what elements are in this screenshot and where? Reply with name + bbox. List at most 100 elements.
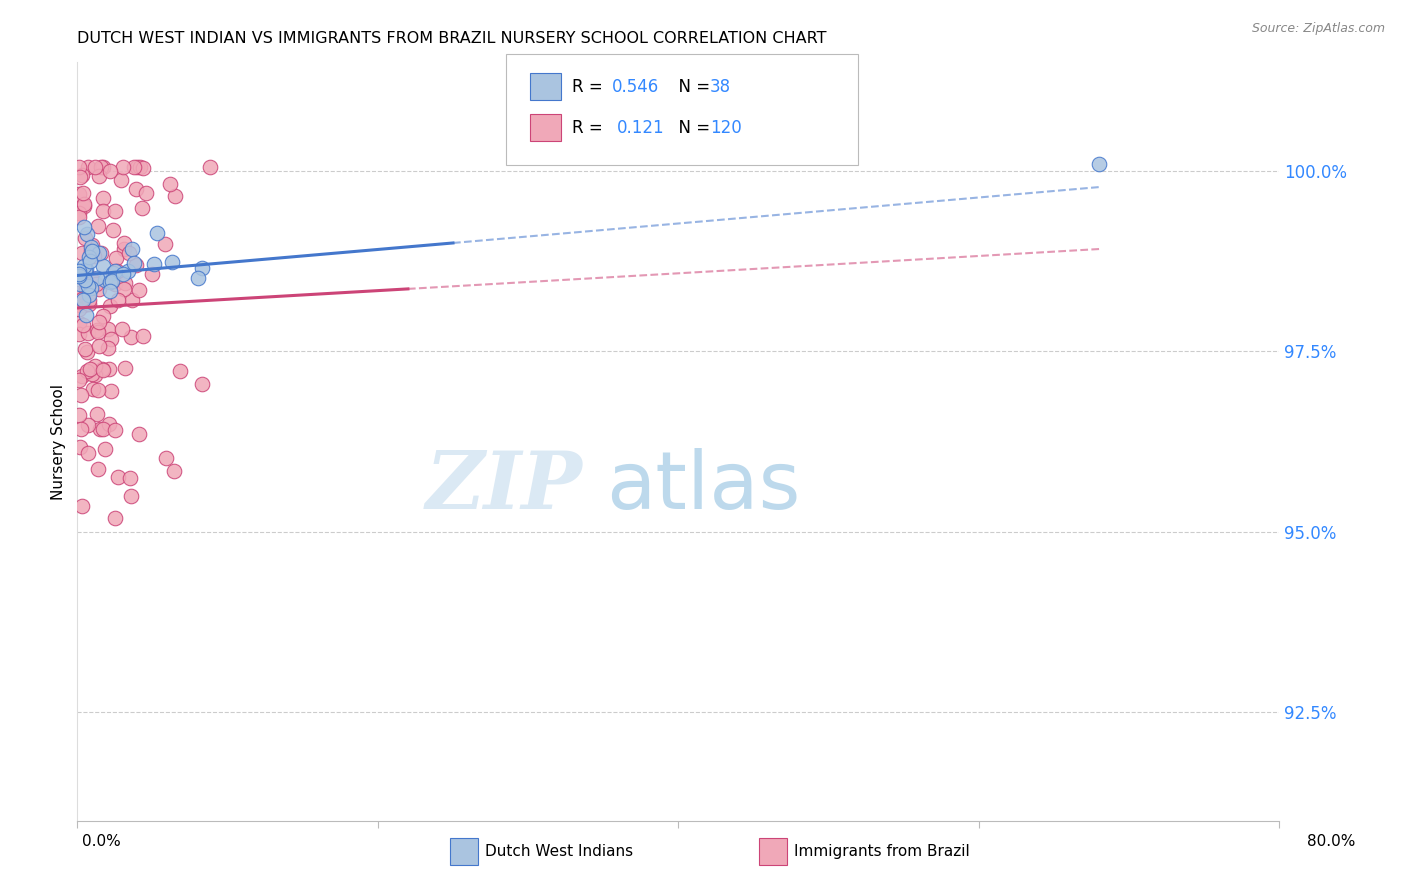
Point: [76, 345, 98, 359]
Point: [86, 271, 108, 285]
Point: [131, 201, 153, 215]
Text: ZIP: ZIP: [426, 449, 582, 525]
Point: [76, 326, 98, 341]
Point: [120, 329, 142, 343]
Point: [104, 277, 127, 292]
Point: [141, 267, 163, 281]
Point: [89, 339, 111, 353]
Text: 0.546: 0.546: [612, 78, 659, 95]
Point: [76, 227, 98, 242]
Point: [98, 417, 121, 431]
Point: [114, 277, 136, 291]
Point: [67, 326, 90, 341]
Point: [100, 384, 122, 398]
Text: 80.0%: 80.0%: [1308, 834, 1355, 848]
Text: atlas: atlas: [606, 448, 800, 526]
Point: [77, 279, 100, 293]
Point: [73, 231, 96, 245]
Point: [69, 421, 91, 435]
Point: [1088, 156, 1111, 170]
Point: [120, 490, 142, 504]
Text: Immigrants from Brazil: Immigrants from Brazil: [794, 845, 970, 859]
Point: [160, 255, 183, 269]
Point: [73, 199, 96, 213]
Point: [104, 423, 127, 437]
Point: [82, 244, 104, 258]
Point: [122, 160, 145, 174]
Point: [73, 197, 96, 211]
Point: [91, 422, 114, 436]
Point: [111, 267, 134, 281]
Point: [105, 252, 128, 266]
Point: [79, 271, 101, 285]
Point: [163, 464, 186, 478]
Point: [128, 426, 150, 441]
Point: [93, 309, 115, 323]
Point: [97, 322, 120, 336]
Text: R =: R =: [572, 119, 613, 136]
Point: [87, 383, 110, 397]
Point: [112, 282, 135, 296]
Text: 38: 38: [710, 78, 731, 95]
Point: [72, 186, 94, 201]
Point: [104, 204, 127, 219]
Point: [153, 237, 176, 252]
Point: [90, 160, 112, 174]
Text: 0.121: 0.121: [617, 119, 665, 136]
Point: [125, 182, 148, 196]
Point: [93, 442, 115, 456]
Point: [82, 367, 104, 381]
Text: 120: 120: [710, 119, 742, 136]
Point: [110, 173, 132, 187]
Point: [103, 264, 125, 278]
Point: [87, 314, 110, 328]
Point: [75, 282, 97, 296]
Point: [101, 266, 124, 280]
Text: N =: N =: [668, 78, 716, 95]
Point: [73, 219, 96, 234]
Point: [87, 462, 110, 476]
Point: [79, 250, 101, 264]
Point: [86, 323, 108, 337]
Point: [73, 298, 96, 312]
Point: [91, 160, 114, 174]
Point: [69, 440, 91, 454]
Point: [84, 160, 107, 174]
Point: [75, 263, 97, 277]
Point: [77, 446, 100, 460]
Point: [100, 274, 122, 288]
Point: [125, 258, 148, 272]
Point: [97, 341, 120, 355]
Point: [159, 177, 181, 191]
Point: [76, 364, 98, 378]
Point: [111, 322, 134, 336]
Point: [83, 249, 105, 263]
Point: [112, 160, 135, 174]
Point: [75, 308, 97, 322]
Point: [86, 407, 108, 421]
Point: [89, 246, 111, 260]
Point: [98, 284, 121, 298]
Point: [82, 238, 104, 252]
Point: [77, 293, 100, 307]
Point: [70, 168, 93, 182]
Point: [70, 246, 93, 260]
Point: [67, 301, 90, 316]
Point: [121, 293, 143, 308]
Point: [79, 240, 101, 254]
Point: [87, 325, 110, 339]
Point: [82, 382, 104, 396]
Point: [67, 160, 90, 174]
Text: DUTCH WEST INDIAN VS IMMIGRANTS FROM BRAZIL NURSERY SCHOOL CORRELATION CHART: DUTCH WEST INDIAN VS IMMIGRANTS FROM BRA…: [77, 31, 827, 46]
Point: [67, 269, 90, 284]
Point: [191, 261, 214, 276]
Point: [200, 160, 222, 174]
Point: [98, 299, 121, 313]
Text: N =: N =: [668, 119, 716, 136]
Point: [69, 169, 91, 184]
Point: [129, 160, 152, 174]
Point: [70, 293, 93, 307]
Point: [84, 368, 107, 382]
Point: [191, 377, 214, 392]
Point: [67, 373, 90, 387]
